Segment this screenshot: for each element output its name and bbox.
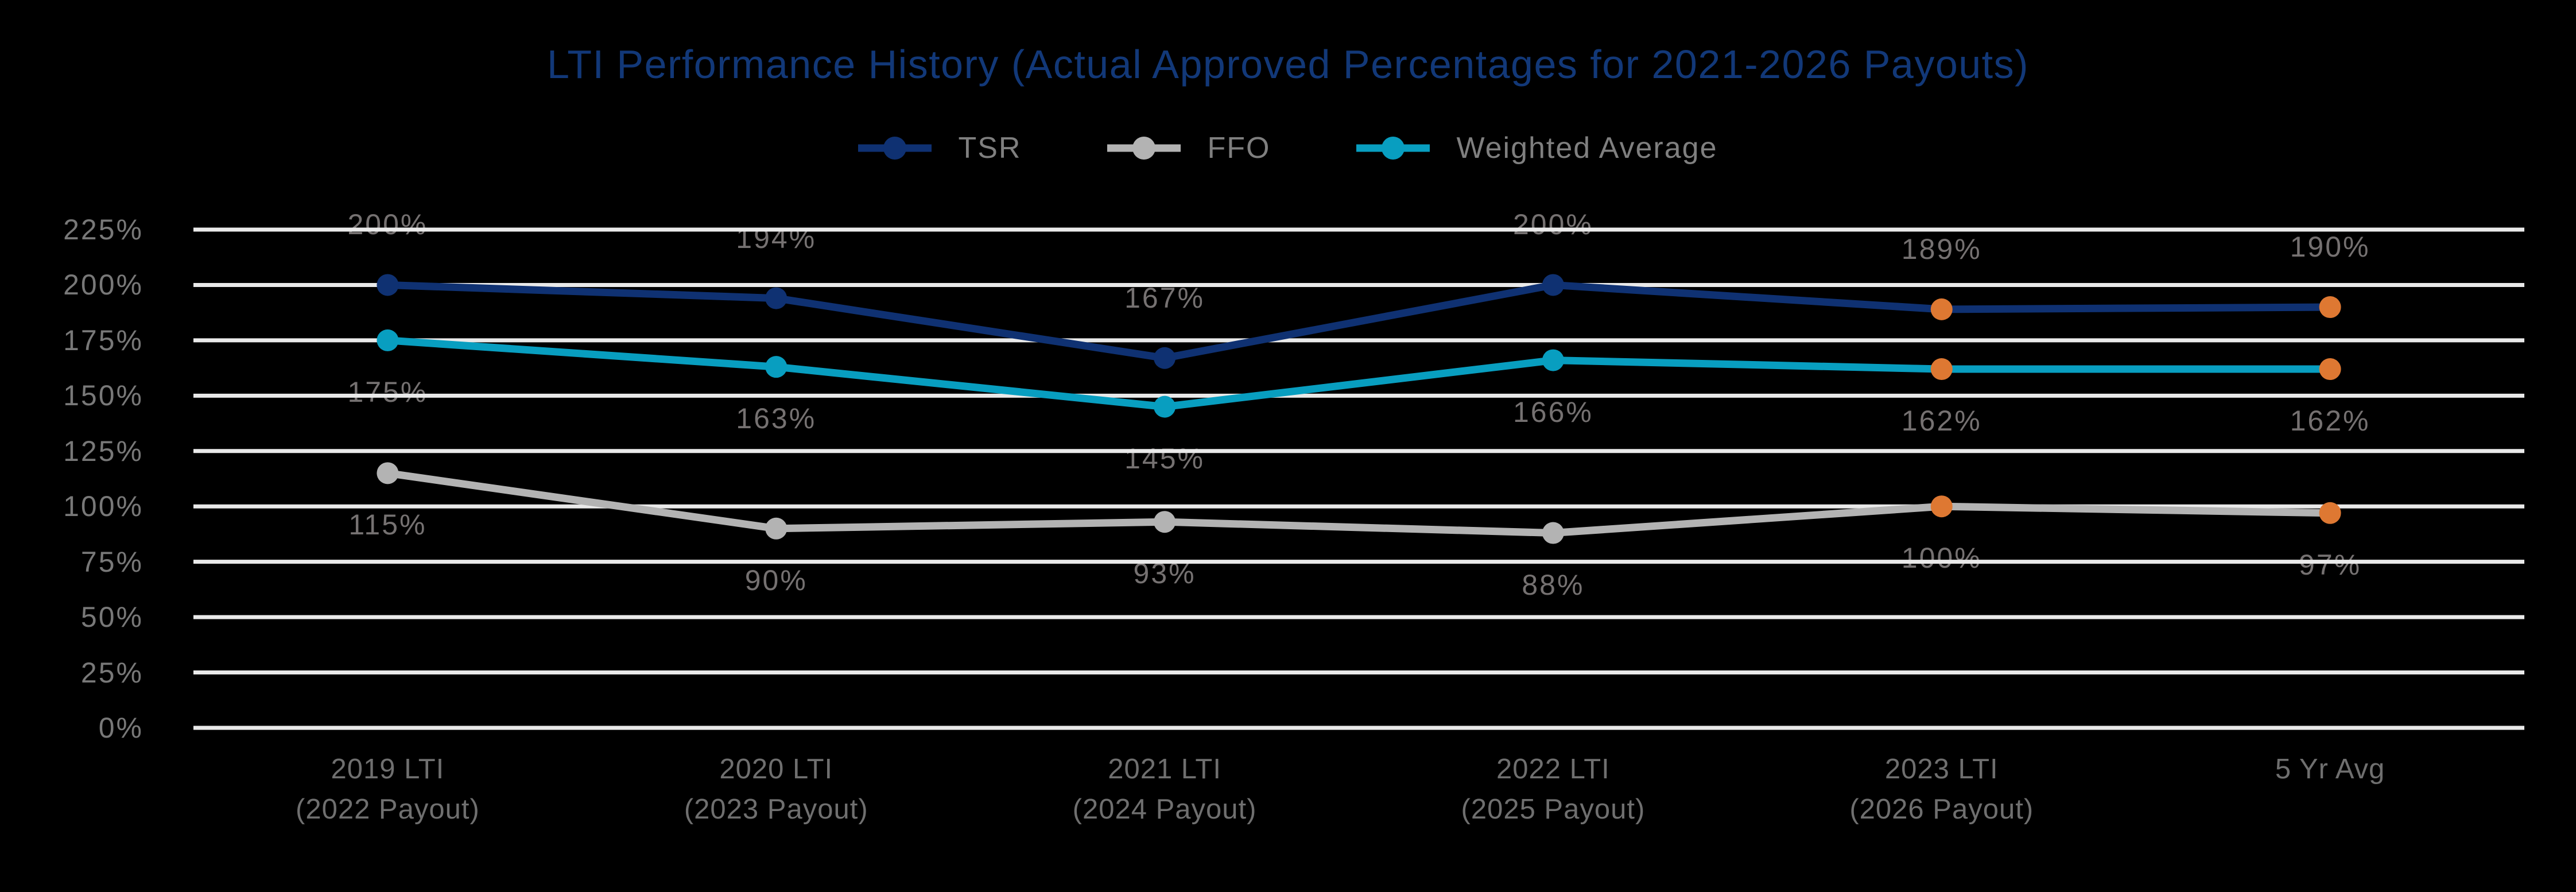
data-label-weighted-average-4: 162% <box>1901 405 1982 437</box>
data-label-ffo-1: 90% <box>744 564 808 596</box>
data-label-tsr-5: 190% <box>2290 231 2371 263</box>
y-axis-tick-150: 150% <box>63 379 143 412</box>
marker-tsr-0 <box>377 274 399 296</box>
x-axis-label-0: 2019 LTI (2022 Payout) <box>296 754 480 825</box>
legend-marker-tsr <box>858 135 932 161</box>
legend-label-tsr: TSR <box>958 131 1022 165</box>
data-label-ffo-4: 100% <box>1901 542 1982 575</box>
marker-ffo-3 <box>1542 522 1564 544</box>
y-axis-tick-100: 100% <box>63 490 143 523</box>
marker-tsr-1 <box>765 287 787 309</box>
marker-ffo-1 <box>765 517 787 540</box>
marker-tsr-5 <box>2319 296 2341 319</box>
data-label-tsr-1: 194% <box>736 222 817 254</box>
data-label-weighted-average-3: 166% <box>1512 395 1593 428</box>
data-label-weighted-average-0: 175% <box>347 375 428 408</box>
y-axis-tick-125: 125% <box>63 435 143 467</box>
legend-marker-ffo <box>1107 135 1181 161</box>
series-line-weighted-average <box>383 336 2334 411</box>
y-axis-tick-50: 50% <box>80 601 143 634</box>
series-line-ffo <box>383 469 2334 537</box>
chart-title: LTI Performance History (Actual Approved… <box>547 42 2029 87</box>
marker-weighted-average-0 <box>377 329 399 351</box>
y-axis-tick-0: 0% <box>98 712 143 744</box>
x-axis-label-2: 2021 LTI (2024 Payout) <box>1072 754 1257 825</box>
legend-label-ffo: FFO <box>1207 131 1271 165</box>
data-label-tsr-0: 200% <box>347 208 428 241</box>
data-label-tsr-4: 189% <box>1901 232 1982 265</box>
marker-ffo-2 <box>1154 511 1176 533</box>
legend-item-tsr: TSR <box>858 131 1021 165</box>
y-axis-tick-225: 225% <box>63 214 143 246</box>
data-label-ffo-3: 88% <box>1522 568 1585 601</box>
marker-ffo-4 <box>1930 495 1953 518</box>
y-axis-tick-25: 25% <box>80 656 143 689</box>
data-label-tsr-3: 200% <box>1512 208 1593 241</box>
marker-weighted-average-1 <box>765 356 787 378</box>
marker-weighted-average-3 <box>1542 349 1564 371</box>
legend-marker-weighted-average <box>1356 135 1430 161</box>
legend-item-weighted-average: Weighted Average <box>1356 131 1717 165</box>
legend-label-weighted-average: Weighted Average <box>1456 131 1718 165</box>
marker-weighted-average-2 <box>1154 395 1176 418</box>
data-label-ffo-5: 97% <box>2299 548 2362 581</box>
legend-dot-icon <box>883 137 907 160</box>
x-axis-label-4: 2023 LTI (2026 Payout) <box>1849 754 2034 825</box>
data-label-weighted-average-5: 162% <box>2290 405 2371 437</box>
y-axis-tick-200: 200% <box>63 269 143 301</box>
x-axis-label-5: 5 Yr Avg <box>2275 754 2385 785</box>
marker-ffo-5 <box>2319 502 2341 524</box>
marker-tsr-2 <box>1154 347 1176 369</box>
legend-item-ffo: FFO <box>1107 131 1270 165</box>
data-label-ffo-0: 115% <box>348 509 427 541</box>
legend: TSR FFO Weighted Average <box>0 131 2576 165</box>
series-line-tsr <box>383 281 2334 362</box>
data-label-tsr-2: 167% <box>1124 281 1205 314</box>
marker-weighted-average-4 <box>1930 358 1953 381</box>
x-axis-label-3: 2022 LTI (2025 Payout) <box>1461 754 1646 825</box>
data-label-weighted-average-2: 145% <box>1124 442 1205 475</box>
marker-tsr-3 <box>1542 274 1564 296</box>
x-axis-label-1: 2020 LTI (2023 Payout) <box>684 754 868 825</box>
marker-tsr-4 <box>1930 298 1953 320</box>
legend-dot-icon <box>1132 137 1156 160</box>
y-axis-tick-75: 75% <box>80 545 143 578</box>
marker-weighted-average-5 <box>2319 358 2341 381</box>
data-label-weighted-average-1: 163% <box>736 402 817 435</box>
y-axis-tick-175: 175% <box>63 324 143 356</box>
marker-ffo-0 <box>377 462 399 484</box>
legend-dot-icon <box>1382 137 1405 160</box>
